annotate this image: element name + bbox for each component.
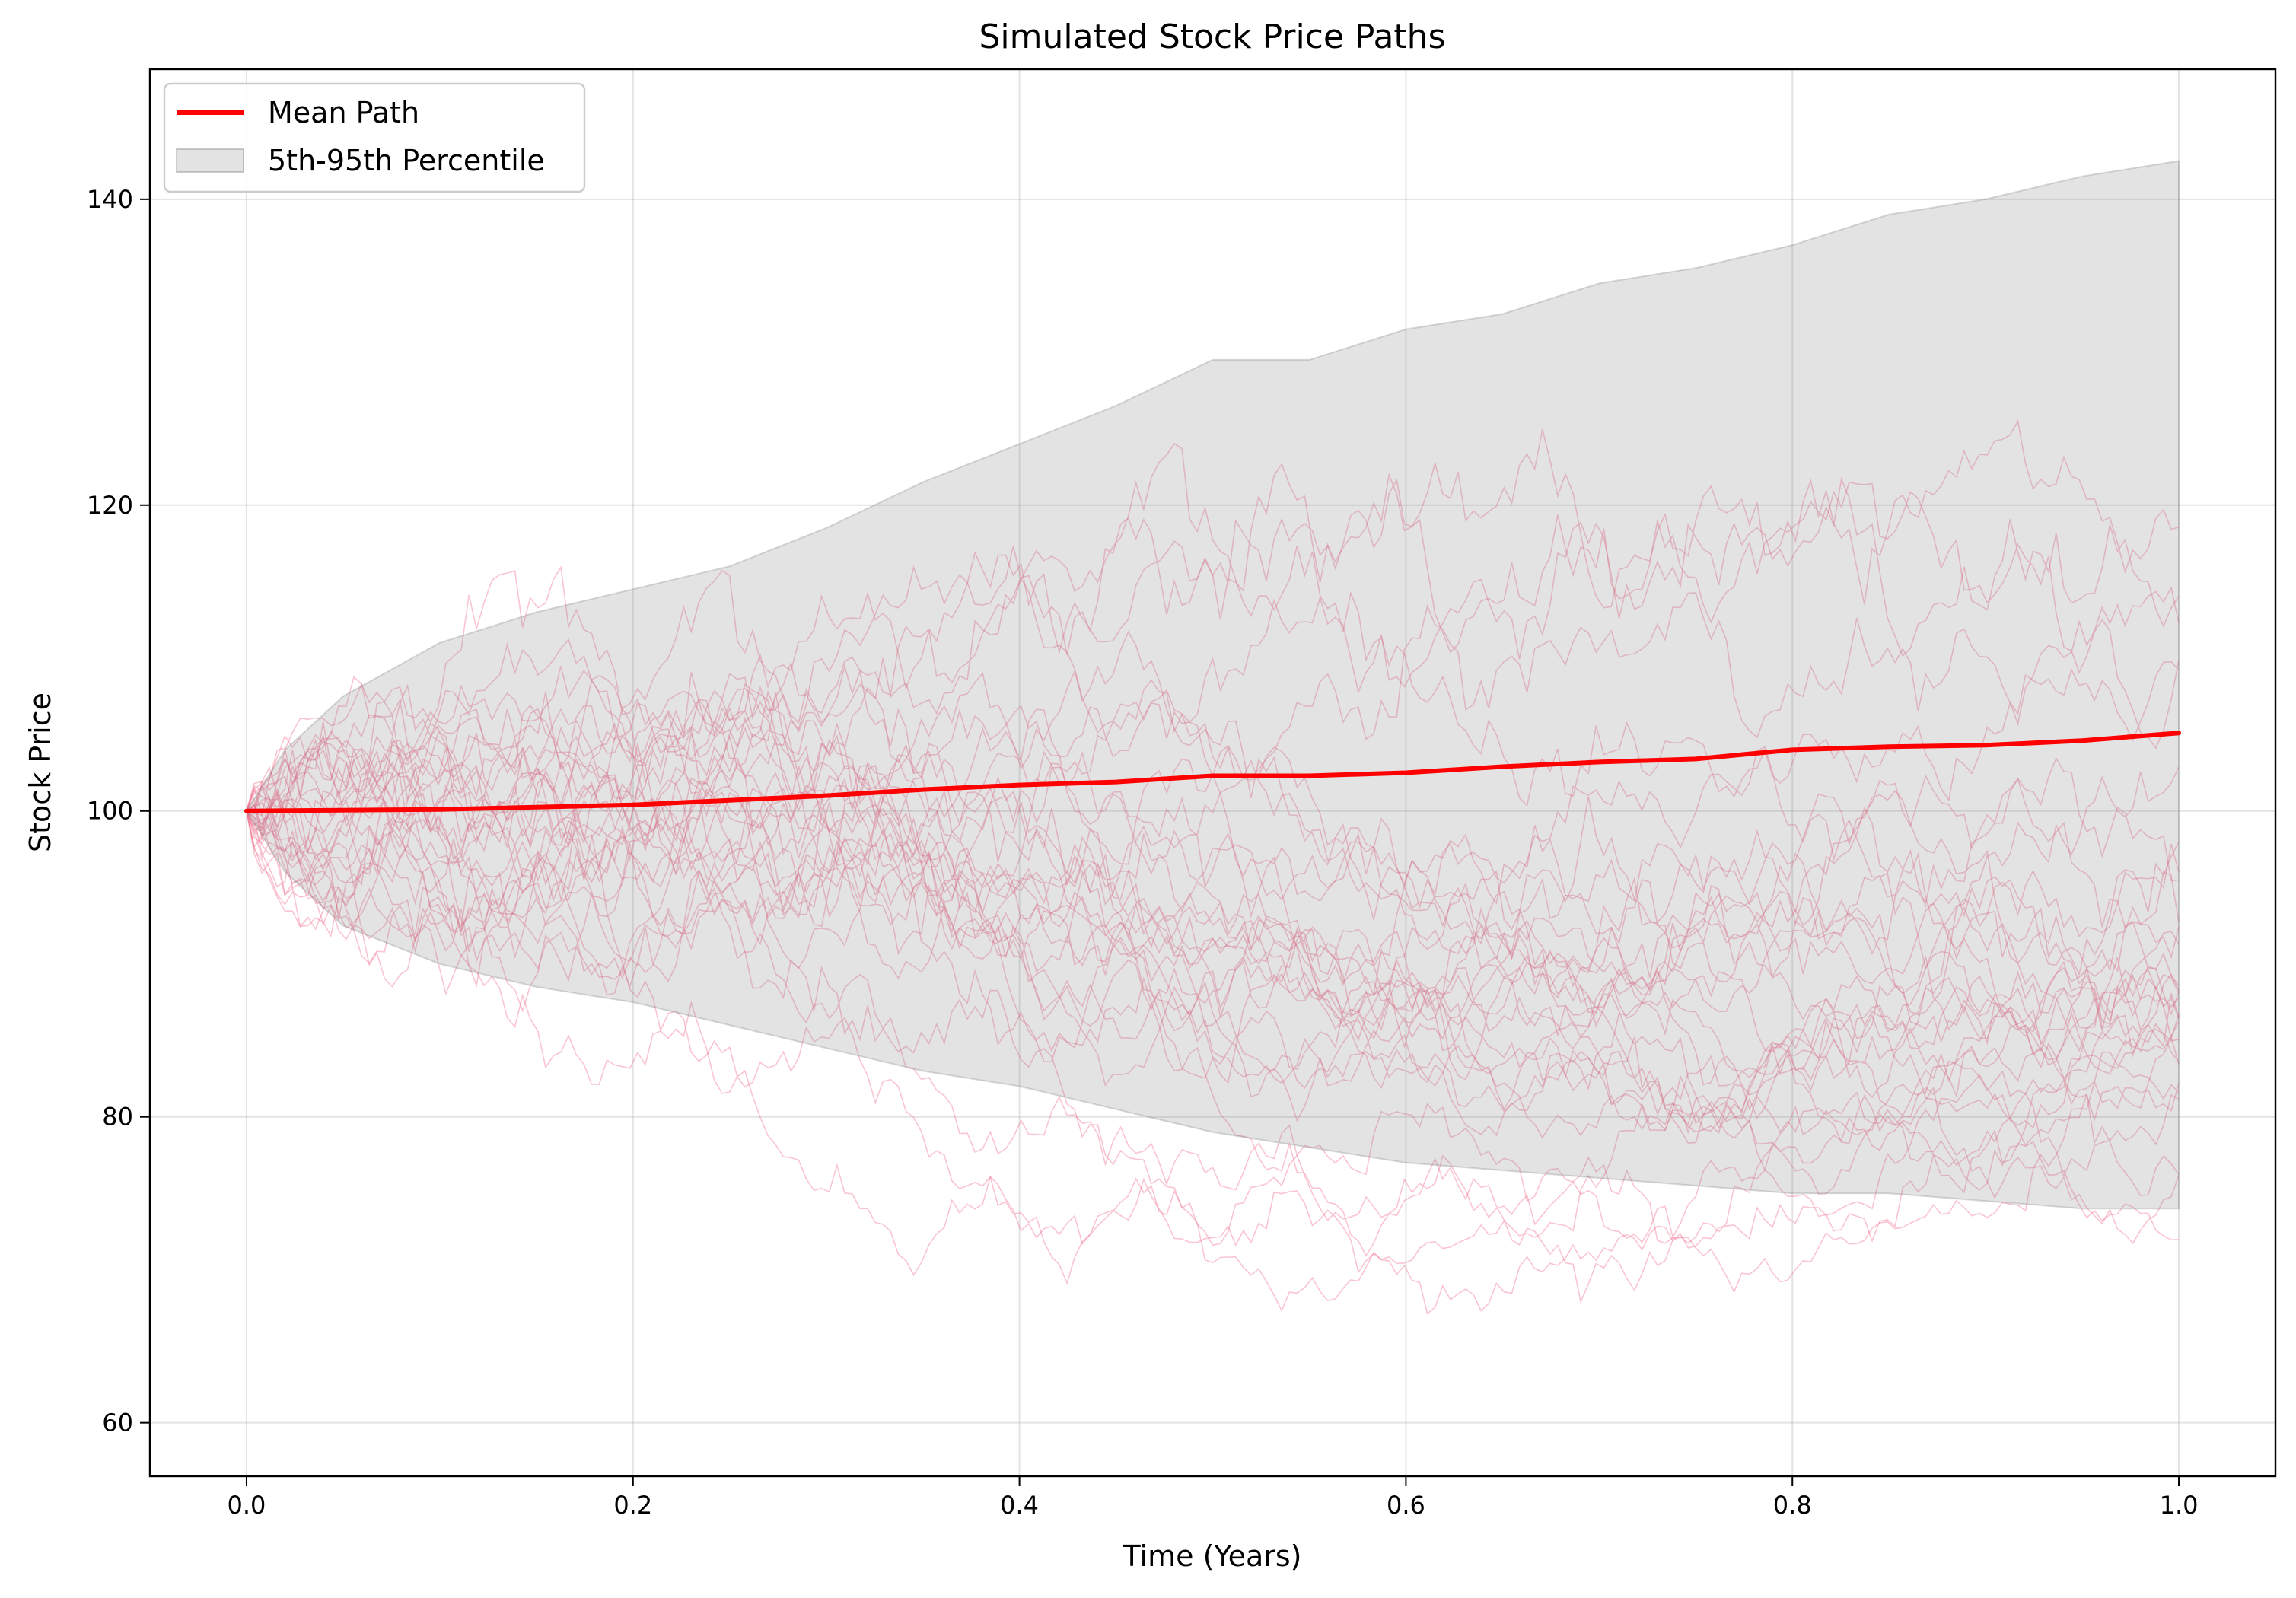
x-tick-label: 0.6 [1387, 1491, 1425, 1520]
simulated-path [246, 671, 2180, 1052]
simulated-path [246, 677, 2180, 1195]
x-tick-label: 0.2 [613, 1491, 652, 1520]
x-tick-label: 0.0 [228, 1491, 266, 1520]
simulated-path [246, 473, 2180, 861]
axis-ticks: 0.0 0.2 0.4 0.6 0.8 1.0 60 80 100 120 140 [87, 185, 2199, 1520]
mean-path-layer [244, 731, 2181, 813]
mean-path-line [244, 731, 2181, 813]
legend-mean-label: Mean Path [268, 96, 419, 129]
simulated-path [246, 764, 2180, 1132]
simulated-path [246, 797, 2180, 1137]
x-tick-label: 1.0 [2160, 1491, 2199, 1520]
simulated-path [246, 576, 2180, 920]
simulated-path [246, 569, 2180, 970]
simulated-path [246, 801, 2180, 1243]
y-tick-label: 140 [87, 185, 133, 214]
legend-band-label: 5th-95th Percentile [268, 144, 545, 177]
simulated-path [246, 750, 2180, 1196]
plot-frame [148, 68, 2277, 1478]
legend-band-swatch [176, 148, 244, 173]
simulated-path [246, 689, 2180, 1020]
simulated-path [246, 419, 2180, 817]
simulated-path [246, 708, 2180, 1052]
simulated-path [246, 476, 2180, 865]
simulated-path [246, 692, 2180, 1294]
legend-box [163, 82, 586, 193]
simulated-path [246, 683, 2180, 1191]
x-axis-title: Time (Years) [1123, 1539, 1302, 1573]
simulated-path [246, 733, 2180, 1315]
x-tick-label: 0.4 [1000, 1491, 1039, 1520]
simulated-path [246, 721, 2180, 1313]
y-tick-label: 60 [102, 1409, 133, 1437]
simulated-path [246, 765, 2180, 1116]
simulated-path [246, 630, 2180, 1028]
y-tick-label: 100 [87, 797, 133, 826]
simulated-path [246, 706, 2180, 1304]
simulated-path [246, 746, 2180, 1111]
x-tick-label: 0.8 [1773, 1491, 1812, 1520]
simulated-path [246, 720, 2180, 1122]
y-tick-label: 120 [87, 491, 133, 520]
legend: Mean Path 5th-95th Percentile [163, 82, 586, 193]
chart-title: Simulated Stock Price Paths [979, 18, 1446, 56]
simulated-path [246, 442, 2180, 829]
y-axis-title: Stock Price [24, 692, 57, 852]
grid-lines [150, 69, 2275, 1476]
simulated-path [246, 758, 2180, 1245]
simulated-path [246, 686, 2180, 1052]
simulated-path [246, 638, 2180, 1044]
percentile-band [245, 160, 2180, 1210]
y-tick-label: 80 [102, 1103, 133, 1132]
simulated-path [246, 705, 2180, 1092]
simulated-path [246, 762, 2180, 1122]
percentile-band-layer [245, 160, 2180, 1210]
